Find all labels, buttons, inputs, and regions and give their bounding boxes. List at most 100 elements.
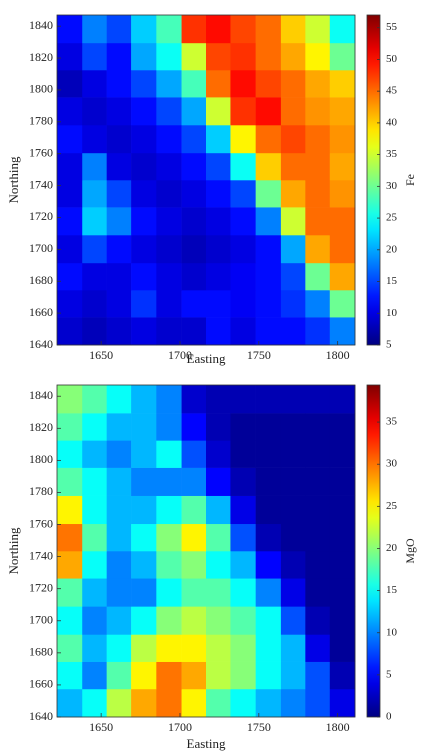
y-tick-label: 1640 xyxy=(29,337,53,351)
y-tick-label: 1660 xyxy=(29,305,53,319)
heat-cell xyxy=(131,634,157,662)
heat-cell xyxy=(82,97,107,126)
y-tick-label: 1780 xyxy=(29,484,53,498)
colorbar-tick-label: 15 xyxy=(386,584,398,596)
heat-cell xyxy=(305,551,331,579)
heat-cell xyxy=(106,235,132,264)
heat-cell xyxy=(329,317,356,346)
heat-cell xyxy=(206,152,231,181)
heat-cell xyxy=(82,661,107,690)
heat-cell xyxy=(305,97,331,126)
heat-cell xyxy=(106,661,132,690)
heat-cell xyxy=(305,440,331,468)
colorbar-tick-label: 35 xyxy=(386,416,398,428)
heat-cell xyxy=(82,606,107,635)
heat-cell xyxy=(82,467,107,496)
heat-cell xyxy=(280,578,306,607)
heat-cell xyxy=(329,70,356,98)
heat-cell xyxy=(156,578,182,607)
heat-cell xyxy=(181,467,207,496)
heat-cell xyxy=(230,413,256,441)
colorbar-tick-label: 5 xyxy=(386,668,392,680)
heat-cell xyxy=(57,634,83,662)
heat-cell xyxy=(57,180,83,208)
heat-cell xyxy=(106,523,132,552)
heat-cell xyxy=(329,180,356,208)
heat-cell xyxy=(280,523,306,552)
heat-cell xyxy=(156,235,182,264)
heat-cell xyxy=(329,15,356,44)
heat-cell xyxy=(329,290,356,318)
heat-cell xyxy=(329,413,356,441)
heat-cell xyxy=(206,523,231,552)
heat-cell xyxy=(156,385,182,414)
heat-cell xyxy=(305,385,331,414)
heat-cell xyxy=(57,207,83,236)
heat-cell xyxy=(106,152,132,181)
heat-cell xyxy=(131,385,157,414)
heat-cell xyxy=(156,125,182,154)
heat-cell xyxy=(82,440,107,468)
heat-cell xyxy=(82,523,107,552)
colorbar-tick-label: 35 xyxy=(386,148,398,160)
heat-cell xyxy=(131,42,157,71)
heat-cell xyxy=(82,290,107,318)
heat-cell xyxy=(230,235,256,264)
heat-cell xyxy=(57,42,83,71)
heat-cell xyxy=(106,385,132,414)
heat-cell xyxy=(156,606,182,635)
heat-cell xyxy=(156,207,182,236)
heat-cell xyxy=(181,578,207,607)
heat-cell xyxy=(255,15,282,44)
heat-cell xyxy=(255,207,282,236)
heat-cell xyxy=(255,317,282,346)
heat-cell xyxy=(206,661,231,690)
heat-cell xyxy=(82,152,107,181)
heat-cell xyxy=(305,578,331,607)
heat-cell xyxy=(255,688,282,718)
heat-cell xyxy=(82,578,107,607)
heat-cell xyxy=(280,688,306,718)
colorbar-label: Fe xyxy=(403,174,417,186)
heat-cell xyxy=(305,523,331,552)
heat-cell xyxy=(181,235,207,264)
heat-cell xyxy=(181,495,207,525)
heat-cell xyxy=(156,180,182,208)
heat-cell xyxy=(329,606,356,635)
heat-cell xyxy=(206,467,231,496)
heat-cell xyxy=(156,634,182,662)
heat-cell xyxy=(280,661,306,690)
heat-cell xyxy=(131,290,157,318)
heat-cell xyxy=(206,440,231,468)
heat-cell xyxy=(106,42,132,71)
heat-cell xyxy=(57,262,83,291)
heat-cell xyxy=(305,413,331,441)
heat-cell xyxy=(305,317,331,346)
heat-cell xyxy=(181,70,207,98)
heat-cell xyxy=(106,606,132,635)
colorbar-tick-label: 0 xyxy=(386,711,392,723)
heat-cell xyxy=(230,606,256,635)
heat-cell xyxy=(230,661,256,690)
colorbar xyxy=(366,384,381,718)
heat-cell xyxy=(255,551,282,579)
heat-cell xyxy=(57,661,83,690)
heat-cell xyxy=(230,262,256,291)
heat-cell xyxy=(82,262,107,291)
heat-cell xyxy=(131,97,157,126)
heat-cell xyxy=(255,152,282,181)
heat-cell xyxy=(255,495,282,525)
heat-cell xyxy=(255,180,282,208)
heat-cell xyxy=(181,385,207,414)
heat-cell xyxy=(181,606,207,635)
heat-cell xyxy=(206,606,231,635)
heat-cell xyxy=(280,70,306,98)
heat-cell xyxy=(329,125,356,154)
heat-cell xyxy=(329,661,356,690)
heat-cell xyxy=(82,385,107,414)
heat-cell xyxy=(156,661,182,690)
heat-cell xyxy=(329,495,356,525)
heat-cell xyxy=(131,606,157,635)
heat-cell xyxy=(57,97,83,126)
